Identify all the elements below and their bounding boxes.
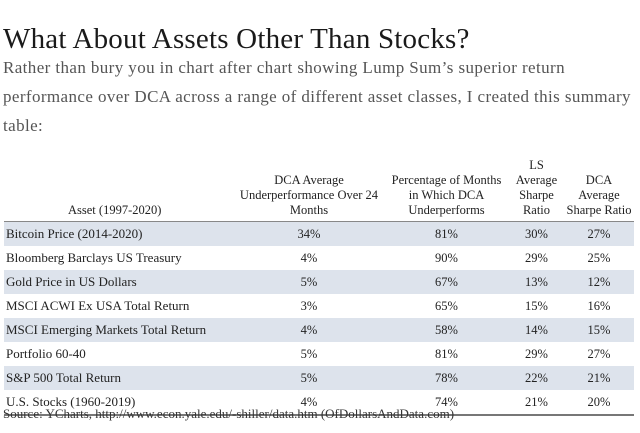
page-title: What About Assets Other Than Stocks? (3, 23, 470, 56)
value-cell: 21% (525, 394, 548, 409)
asset-name-cell: Gold Price in US Dollars (4, 270, 234, 294)
asset-name-cell: MSCI Emerging Markets Total Return (4, 318, 234, 342)
value-cell: 78% (384, 366, 509, 390)
value-cell: 81% (435, 346, 458, 361)
table-row: Portfolio 60-40 5% 81% 29% 27% (4, 342, 634, 366)
value-cell: 65% (435, 298, 458, 313)
value-cell: 27% (587, 346, 611, 361)
value-cell: 67% (384, 270, 509, 294)
table-header-row: Asset (1997-2020) DCA Average Underperfo… (4, 158, 634, 222)
value-cell: 15% (564, 318, 634, 342)
value-cell: 3% (300, 298, 318, 313)
value-cell: 12% (564, 270, 634, 294)
value-cell: 27% (564, 221, 634, 246)
value-cell: 4% (300, 250, 318, 265)
table-row: Bitcoin Price (2014-2020) 34% 81% 30% 27% (4, 221, 634, 246)
value-cell: 29% (525, 250, 548, 265)
table-row: U.S. Stocks (1960-2019) 4% 74% 21% 20% (4, 390, 634, 415)
value-cell: 5% (234, 270, 384, 294)
value-cell: 81% (384, 221, 509, 246)
asset-name-cell: S&P 500 Total Return (4, 366, 234, 390)
intro-paragraph: Rather than bury you in chart after char… (3, 58, 631, 135)
value-cell: 34% (234, 221, 384, 246)
header-ls-sharpe: LS Average Sharpe Ratio (515, 158, 558, 217)
asset-name-cell: U.S. Stocks (1960-2019) (6, 394, 136, 409)
table-row: MSCI Emerging Markets Total Return 4% 58% 1… (4, 318, 634, 342)
asset-name-cell: Portfolio 60-40 (6, 346, 86, 361)
value-cell: 16% (587, 298, 611, 313)
value-cell: 5% (234, 366, 384, 390)
table-row: Bloomberg Barclays US Treasury 4% 90% 29% 25… (4, 246, 634, 270)
source-note: Source: YCharts, http://www.econ.yale.ed… (3, 406, 455, 421)
header-asset: Asset (1997-2020) (68, 203, 162, 217)
value-cell: 25% (587, 250, 611, 265)
value-cell: 74% (435, 394, 458, 409)
value-cell: 15% (525, 298, 548, 313)
value-cell: 58% (384, 318, 509, 342)
asset-name-cell: Bitcoin Price (2014-2020) (4, 221, 234, 246)
value-cell: 20% (587, 394, 611, 409)
value-cell: 4% (234, 318, 384, 342)
value-cell: 30% (509, 221, 564, 246)
asset-name-cell: MSCI ACWI Ex USA Total Return (6, 298, 190, 313)
asset-name-cell: Bloomberg Barclays US Treasury (6, 250, 182, 265)
table-row: S&P 500 Total Return 5% 78% 22% 21% (4, 366, 634, 390)
value-cell: 22% (509, 366, 564, 390)
value-cell: 21% (564, 366, 634, 390)
header-pct-months: Percentage of Months in Which DCA Underp… (391, 173, 502, 217)
header-dca-sharpe: DCA Average Sharpe Ratio (566, 173, 632, 217)
value-cell: 4% (300, 394, 318, 409)
value-cell: 29% (525, 346, 548, 361)
summary-table: Asset (1997-2020) DCA Average Underperfo… (4, 158, 634, 416)
table-row: MSCI ACWI Ex USA Total Return 3% 65% 15% 16% (4, 294, 634, 318)
value-cell: 5% (300, 346, 318, 361)
value-cell: 14% (509, 318, 564, 342)
value-cell: 90% (435, 250, 458, 265)
value-cell: 13% (509, 270, 564, 294)
header-dca-underperformance: DCA Average Underperformance Over 24 Mon… (239, 173, 379, 217)
table-row: Gold Price in US Dollars 5% 67% 13% 12% (4, 270, 634, 294)
